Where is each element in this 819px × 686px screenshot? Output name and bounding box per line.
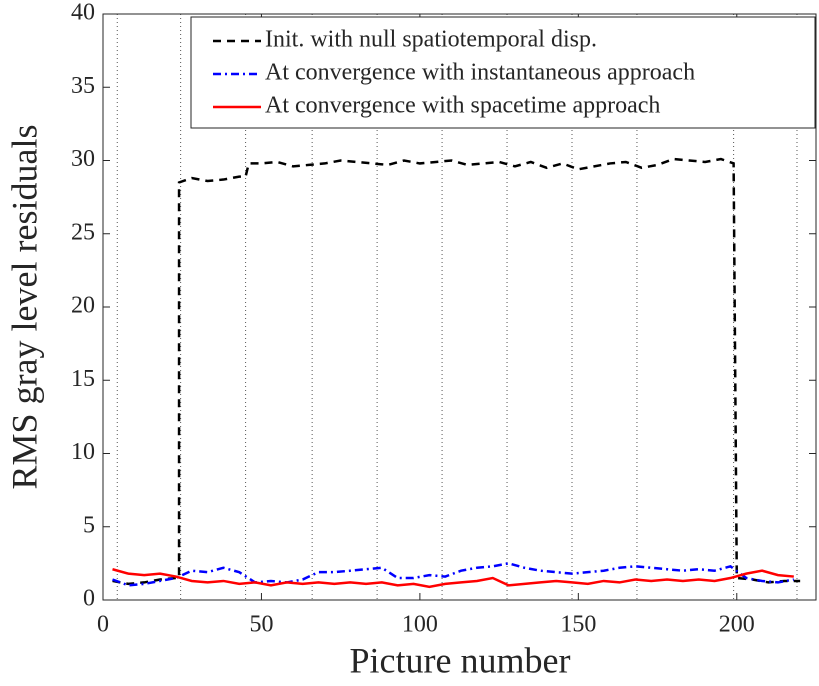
- x-tick-label: 150: [560, 612, 596, 638]
- legend-box: [190, 16, 816, 129]
- x-tick-label: 50: [249, 612, 273, 638]
- y-tick-label: 15: [71, 366, 95, 392]
- y-tick-label: 25: [71, 219, 95, 245]
- series-line: [112, 562, 795, 587]
- plot-border: [102, 13, 817, 601]
- y-axis-label: RMS gray level residuals: [4, 125, 44, 490]
- x-tick-label: 200: [719, 612, 755, 638]
- x-tick-label: 0: [97, 612, 109, 638]
- legend-label: At convergence with instantaneous approa…: [265, 60, 695, 86]
- series-line: [112, 568, 794, 589]
- series-line: [112, 157, 801, 586]
- x-axis-label: Picture number: [350, 640, 571, 680]
- x-tick-label: 100: [402, 612, 438, 638]
- y-tick-label: 0: [83, 586, 95, 612]
- y-tick-label: 35: [71, 73, 95, 99]
- legend-label: Init. with null spatiotemporal disp.: [265, 27, 597, 53]
- y-tick-label: 5: [83, 512, 95, 538]
- y-tick-label: 30: [71, 146, 95, 172]
- legend-label: At convergence with spacetime approach: [265, 93, 660, 119]
- y-tick-label: 20: [71, 293, 95, 319]
- y-tick-label: 40: [71, 0, 95, 26]
- y-tick-label: 10: [71, 439, 95, 465]
